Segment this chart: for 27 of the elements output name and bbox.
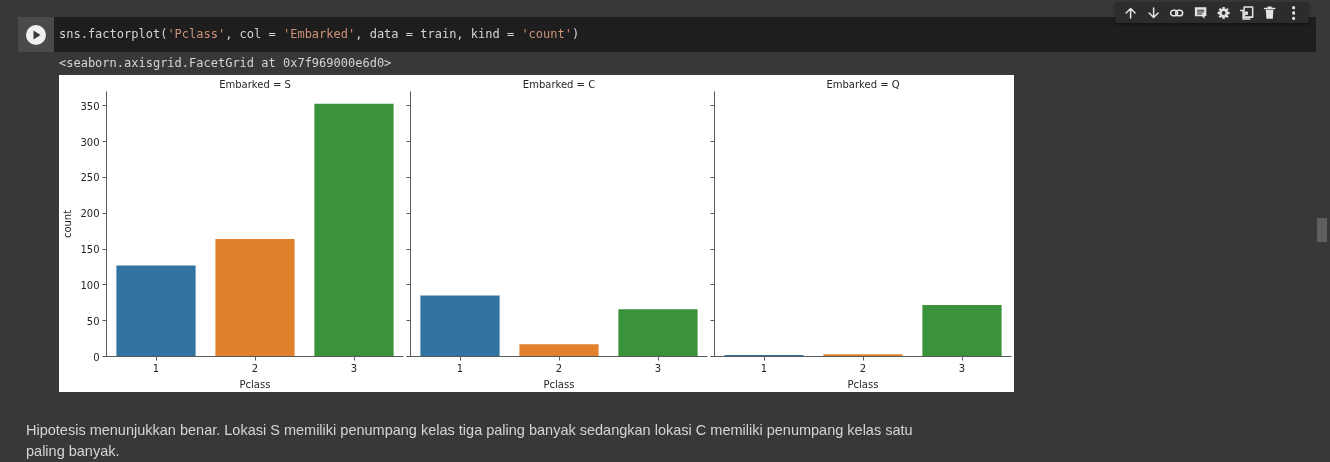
chart-title: Embarked = C xyxy=(522,79,596,90)
x-tick-label: 3 xyxy=(958,362,966,374)
chart-title: Embarked = Q xyxy=(826,79,900,90)
x-axis-title: Pclass xyxy=(239,378,271,390)
text: sns.factorplot('Pclass', col = 'Embarked', data = train, kind = 'count') xyxy=(54,17,1316,52)
text: <seaborn.axisgrid.FacetGrid at 0x7f969000e6d0> xyxy=(59,55,392,72)
x-tick-label: 1 xyxy=(152,362,160,374)
y-tick-label: 0 xyxy=(93,351,100,363)
x-tick-label: 1 xyxy=(760,362,768,374)
y-tick-label: 150 xyxy=(80,244,100,256)
y-tick-label: 300 xyxy=(80,136,100,148)
y-tick-label: 100 xyxy=(80,279,100,291)
x-axis-title: Pclass xyxy=(543,378,575,390)
x-tick-label: 3 xyxy=(654,362,662,374)
x-tick-label: 2 xyxy=(251,362,259,374)
y-tick-label: 350 xyxy=(80,100,100,112)
x-axis-title: Pclass xyxy=(847,378,879,390)
x-tick-label: 1 xyxy=(456,362,464,374)
x-tick-label: 2 xyxy=(859,362,867,374)
x-tick-label: 3 xyxy=(350,362,358,374)
y-tick-label: 200 xyxy=(80,208,100,220)
y-tick-label: 250 xyxy=(80,172,100,184)
y-axis-title: count xyxy=(62,209,74,239)
y-tick-label: 50 xyxy=(86,315,100,327)
text: Hipotesis menunjukkan benar. Lokasi S memiliki penumpang kelas tiga paling banyak sedangkan lokasi C memiliki penumpang kelas satu paling banyak. xyxy=(26,421,914,461)
x-tick-label: 2 xyxy=(555,362,563,374)
chart-title: Embarked = S xyxy=(219,79,291,90)
